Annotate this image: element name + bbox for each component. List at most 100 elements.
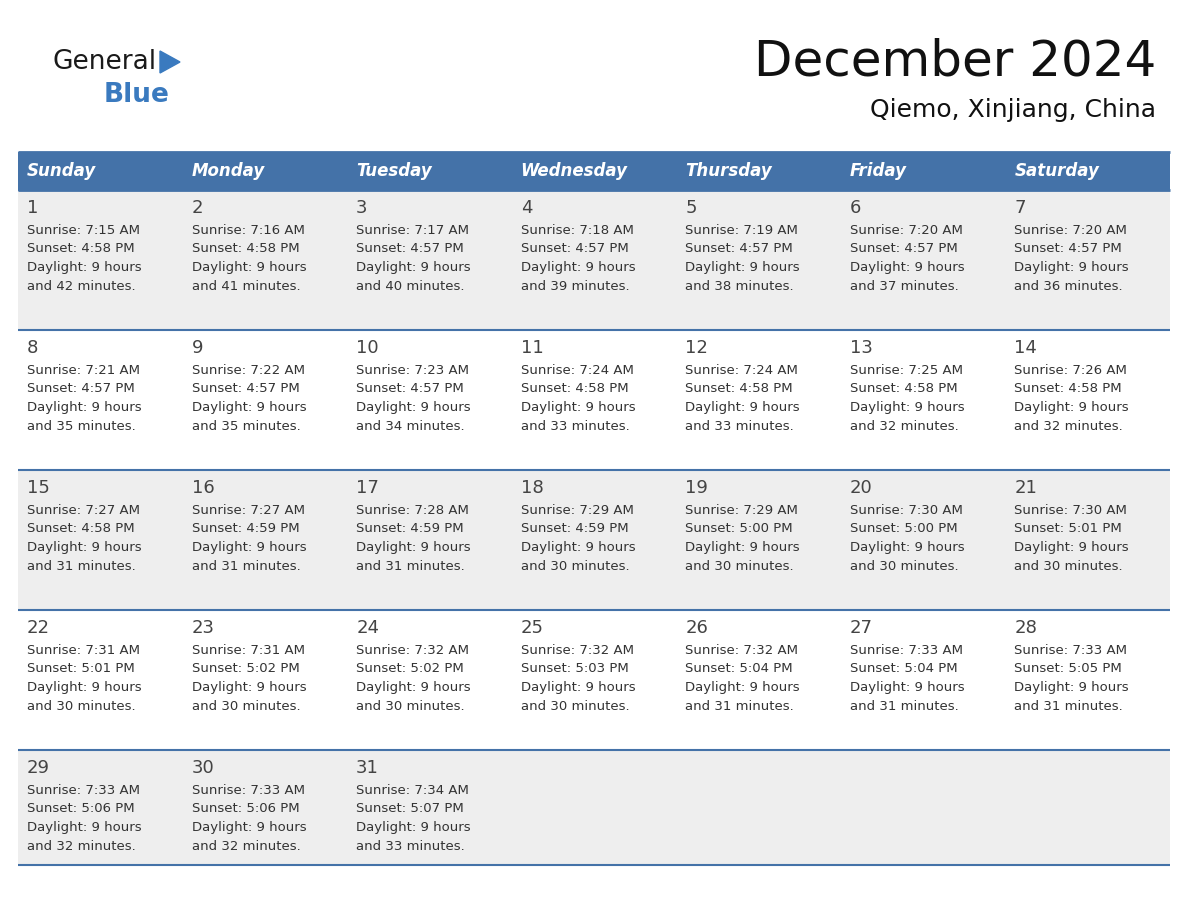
Text: 2: 2 <box>191 199 203 217</box>
Text: Sunset: 5:04 PM: Sunset: 5:04 PM <box>685 663 792 676</box>
Text: Sunset: 5:07 PM: Sunset: 5:07 PM <box>356 802 463 815</box>
Text: 20: 20 <box>849 479 873 497</box>
Text: 7: 7 <box>1015 199 1026 217</box>
Text: Friday: Friday <box>849 162 906 180</box>
Text: and 40 minutes.: and 40 minutes. <box>356 279 465 293</box>
Text: Sunset: 4:59 PM: Sunset: 4:59 PM <box>520 522 628 535</box>
Text: Daylight: 9 hours: Daylight: 9 hours <box>849 541 965 554</box>
Text: December 2024: December 2024 <box>753 38 1156 86</box>
Text: Sunrise: 7:32 AM: Sunrise: 7:32 AM <box>520 644 633 657</box>
Text: Sunrise: 7:31 AM: Sunrise: 7:31 AM <box>27 644 140 657</box>
Text: and 31 minutes.: and 31 minutes. <box>191 559 301 573</box>
Text: Sunrise: 7:26 AM: Sunrise: 7:26 AM <box>1015 364 1127 377</box>
Text: Sunrise: 7:33 AM: Sunrise: 7:33 AM <box>27 784 140 797</box>
Text: 30: 30 <box>191 759 214 777</box>
Bar <box>18 610 1170 750</box>
Text: Saturday: Saturday <box>1015 162 1099 180</box>
Text: Sunrise: 7:33 AM: Sunrise: 7:33 AM <box>849 644 962 657</box>
Text: Sunrise: 7:19 AM: Sunrise: 7:19 AM <box>685 224 798 237</box>
Bar <box>347 152 512 190</box>
Text: 9: 9 <box>191 339 203 357</box>
Text: 14: 14 <box>1015 339 1037 357</box>
Text: Sunrise: 7:20 AM: Sunrise: 7:20 AM <box>1015 224 1127 237</box>
Text: Daylight: 9 hours: Daylight: 9 hours <box>685 401 800 414</box>
Text: and 37 minutes.: and 37 minutes. <box>849 279 959 293</box>
Text: Sunset: 4:57 PM: Sunset: 4:57 PM <box>356 242 463 255</box>
Text: Daylight: 9 hours: Daylight: 9 hours <box>356 821 470 834</box>
Text: Sunrise: 7:15 AM: Sunrise: 7:15 AM <box>27 224 140 237</box>
Text: Sunrise: 7:24 AM: Sunrise: 7:24 AM <box>685 364 798 377</box>
Text: 27: 27 <box>849 619 873 637</box>
Text: and 31 minutes.: and 31 minutes. <box>849 700 959 712</box>
Text: Daylight: 9 hours: Daylight: 9 hours <box>356 541 470 554</box>
Text: and 33 minutes.: and 33 minutes. <box>685 420 794 432</box>
Text: 23: 23 <box>191 619 215 637</box>
Text: and 32 minutes.: and 32 minutes. <box>1015 420 1123 432</box>
Text: Sunset: 4:58 PM: Sunset: 4:58 PM <box>27 522 134 535</box>
Bar <box>18 750 1170 865</box>
Text: 4: 4 <box>520 199 532 217</box>
Text: Sunset: 5:01 PM: Sunset: 5:01 PM <box>1015 522 1123 535</box>
Bar <box>18 190 1170 330</box>
Text: Daylight: 9 hours: Daylight: 9 hours <box>356 261 470 274</box>
Text: Sunrise: 7:32 AM: Sunrise: 7:32 AM <box>685 644 798 657</box>
Text: Daylight: 9 hours: Daylight: 9 hours <box>1015 401 1129 414</box>
Text: Tuesday: Tuesday <box>356 162 432 180</box>
Text: Sunrise: 7:32 AM: Sunrise: 7:32 AM <box>356 644 469 657</box>
Text: Thursday: Thursday <box>685 162 772 180</box>
Text: 10: 10 <box>356 339 379 357</box>
Text: Sunset: 5:00 PM: Sunset: 5:00 PM <box>849 522 958 535</box>
Text: Sunset: 4:57 PM: Sunset: 4:57 PM <box>849 242 958 255</box>
Text: and 30 minutes.: and 30 minutes. <box>27 700 135 712</box>
Text: Sunset: 5:02 PM: Sunset: 5:02 PM <box>356 663 463 676</box>
Text: 31: 31 <box>356 759 379 777</box>
Text: Sunrise: 7:29 AM: Sunrise: 7:29 AM <box>685 504 798 517</box>
Text: and 35 minutes.: and 35 minutes. <box>191 420 301 432</box>
Text: 5: 5 <box>685 199 697 217</box>
Text: and 32 minutes.: and 32 minutes. <box>191 839 301 853</box>
Text: Sunset: 4:58 PM: Sunset: 4:58 PM <box>1015 383 1121 396</box>
Text: 8: 8 <box>27 339 38 357</box>
Text: Daylight: 9 hours: Daylight: 9 hours <box>1015 681 1129 694</box>
Text: and 30 minutes.: and 30 minutes. <box>1015 559 1123 573</box>
Text: and 30 minutes.: and 30 minutes. <box>356 700 465 712</box>
Text: Sunrise: 7:31 AM: Sunrise: 7:31 AM <box>191 644 304 657</box>
Bar <box>512 152 676 190</box>
Bar <box>183 152 347 190</box>
Text: and 30 minutes.: and 30 minutes. <box>520 700 630 712</box>
Text: Sunrise: 7:25 AM: Sunrise: 7:25 AM <box>849 364 962 377</box>
Text: Sunrise: 7:28 AM: Sunrise: 7:28 AM <box>356 504 469 517</box>
Text: Sunrise: 7:30 AM: Sunrise: 7:30 AM <box>1015 504 1127 517</box>
Text: Sunrise: 7:17 AM: Sunrise: 7:17 AM <box>356 224 469 237</box>
Polygon shape <box>160 51 181 73</box>
Text: Sunday: Sunday <box>27 162 96 180</box>
Text: Sunset: 5:04 PM: Sunset: 5:04 PM <box>849 663 958 676</box>
Text: Sunset: 4:57 PM: Sunset: 4:57 PM <box>356 383 463 396</box>
Text: Sunrise: 7:29 AM: Sunrise: 7:29 AM <box>520 504 633 517</box>
Text: 11: 11 <box>520 339 543 357</box>
Text: and 30 minutes.: and 30 minutes. <box>520 559 630 573</box>
Text: Daylight: 9 hours: Daylight: 9 hours <box>685 261 800 274</box>
Text: Qiemo, Xinjiang, China: Qiemo, Xinjiang, China <box>870 98 1156 122</box>
Text: Daylight: 9 hours: Daylight: 9 hours <box>1015 541 1129 554</box>
Text: and 35 minutes.: and 35 minutes. <box>27 420 135 432</box>
Text: Sunset: 5:02 PM: Sunset: 5:02 PM <box>191 663 299 676</box>
Bar <box>18 470 1170 610</box>
Text: Daylight: 9 hours: Daylight: 9 hours <box>191 821 307 834</box>
Text: and 31 minutes.: and 31 minutes. <box>356 559 465 573</box>
Text: Sunset: 4:57 PM: Sunset: 4:57 PM <box>191 383 299 396</box>
Text: and 30 minutes.: and 30 minutes. <box>849 559 959 573</box>
Text: Sunrise: 7:24 AM: Sunrise: 7:24 AM <box>520 364 633 377</box>
Text: and 32 minutes.: and 32 minutes. <box>27 839 135 853</box>
Text: Daylight: 9 hours: Daylight: 9 hours <box>191 681 307 694</box>
Text: Daylight: 9 hours: Daylight: 9 hours <box>685 681 800 694</box>
Text: Monday: Monday <box>191 162 265 180</box>
Text: and 38 minutes.: and 38 minutes. <box>685 279 794 293</box>
Text: Wednesday: Wednesday <box>520 162 627 180</box>
Text: 19: 19 <box>685 479 708 497</box>
Text: and 39 minutes.: and 39 minutes. <box>520 279 630 293</box>
Text: Sunset: 4:58 PM: Sunset: 4:58 PM <box>27 242 134 255</box>
Text: Sunrise: 7:21 AM: Sunrise: 7:21 AM <box>27 364 140 377</box>
Text: Daylight: 9 hours: Daylight: 9 hours <box>520 261 636 274</box>
Text: Sunrise: 7:27 AM: Sunrise: 7:27 AM <box>27 504 140 517</box>
